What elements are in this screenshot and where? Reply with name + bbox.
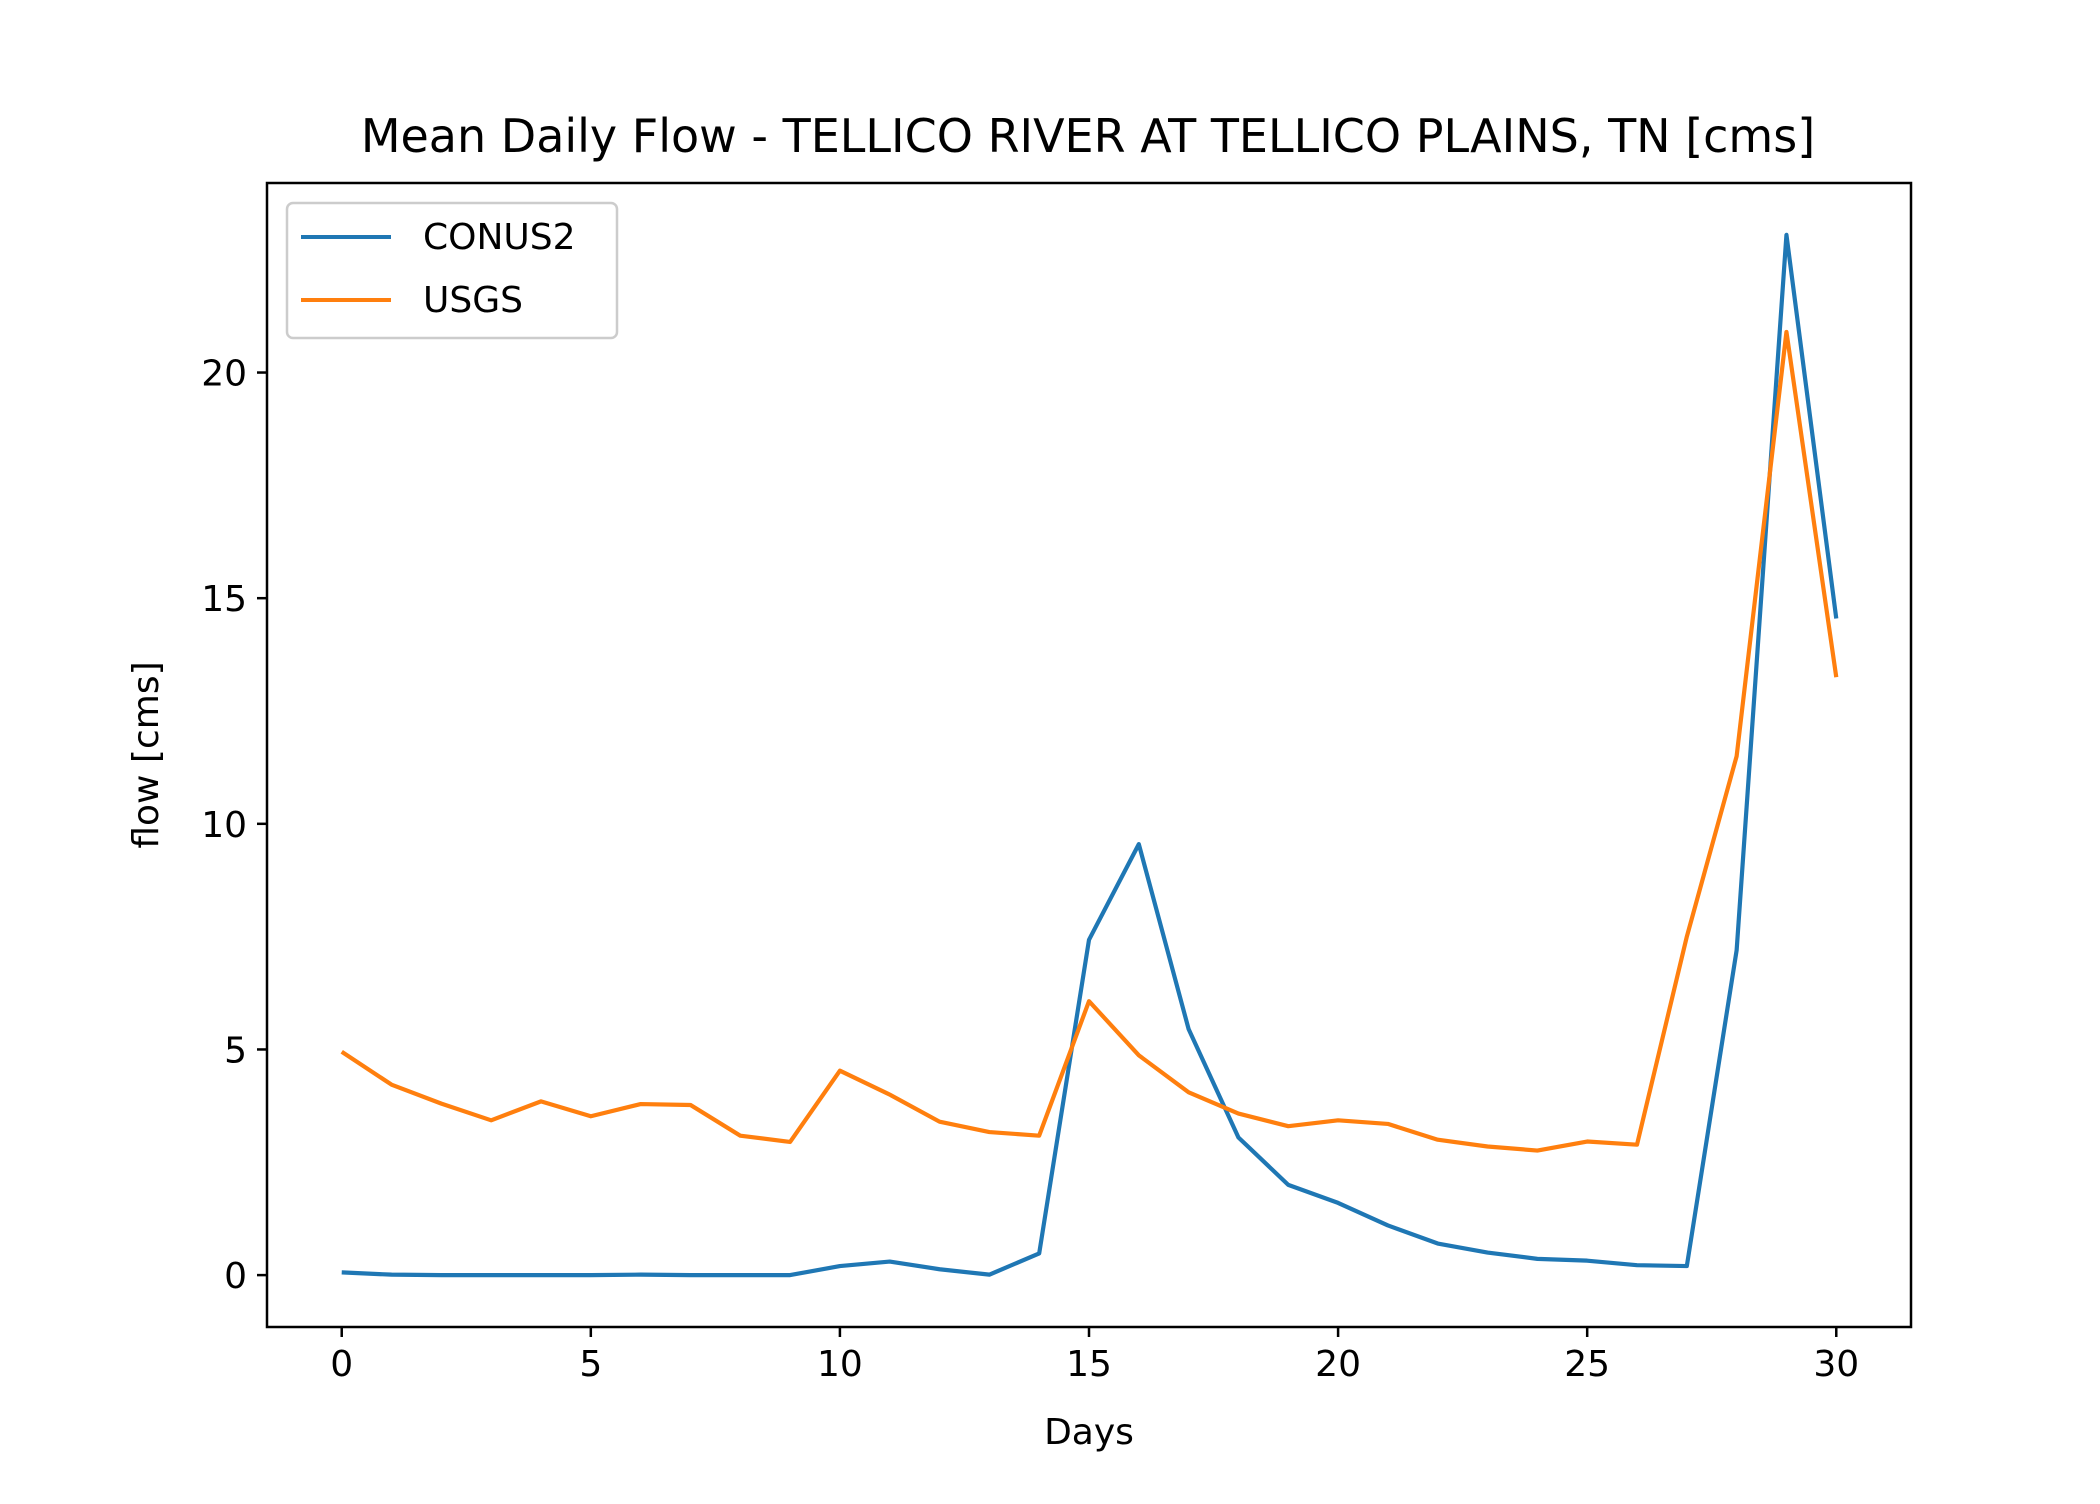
- data-point-conus2: [391, 1274, 392, 1275]
- data-point-conus2: [640, 1274, 641, 1275]
- data-point-usgs: [989, 1132, 990, 1133]
- data-point-usgs: [541, 1101, 542, 1102]
- data-point-usgs: [1587, 1141, 1588, 1142]
- data-point-conus2: [1736, 950, 1737, 951]
- y-axis: 0 5 10 15 20: [201, 354, 267, 1297]
- data-point-conus2: [1238, 1137, 1239, 1138]
- data-point-usgs: [889, 1094, 890, 1095]
- data-point-usgs: [839, 1070, 840, 1071]
- data-point-usgs: [690, 1104, 691, 1105]
- data-point-usgs: [1736, 756, 1737, 757]
- data-point-usgs: [1637, 1144, 1638, 1145]
- y-tick-label: 10: [201, 805, 247, 846]
- data-point-usgs: [1288, 1126, 1289, 1127]
- legend: CONUS2 USGS: [285, 201, 619, 340]
- data-point-conus2: [790, 1275, 791, 1276]
- data-point-usgs: [1836, 677, 1837, 678]
- x-tick-label: 30: [1813, 1344, 1859, 1385]
- data-point-conus2: [341, 1272, 342, 1273]
- data-point-conus2: [590, 1275, 591, 1276]
- data-point-conus2: [1786, 234, 1787, 235]
- data-point-usgs: [1387, 1123, 1388, 1124]
- data-point-conus2: [1437, 1243, 1438, 1244]
- data-point-conus2: [1587, 1260, 1588, 1261]
- series-line-conus2: [341, 232, 1839, 1278]
- data-point-conus2: [1039, 1253, 1040, 1254]
- data-point-usgs: [391, 1084, 392, 1085]
- data-point-usgs: [1089, 1001, 1090, 1002]
- y-axis-label: flow [cms]: [126, 661, 167, 848]
- data-point-conus2: [1686, 1266, 1687, 1267]
- data-point-usgs: [1537, 1150, 1538, 1151]
- data-point-conus2: [1387, 1225, 1388, 1226]
- data-point-usgs: [790, 1141, 791, 1142]
- data-point-conus2: [441, 1275, 442, 1276]
- data-point-conus2: [939, 1269, 940, 1270]
- data-point-conus2: [889, 1261, 890, 1262]
- data-point-conus2: [1537, 1258, 1538, 1259]
- data-point-conus2: [491, 1275, 492, 1276]
- data-point-usgs: [740, 1135, 741, 1136]
- series-line-usgs: [340, 329, 1839, 1153]
- data-point-usgs: [590, 1116, 591, 1117]
- data-point-conus2: [690, 1275, 691, 1276]
- x-tick-label: 15: [1066, 1344, 1112, 1385]
- data-point-conus2: [989, 1274, 990, 1275]
- data-point-conus2: [1637, 1265, 1638, 1266]
- data-point-conus2: [1288, 1184, 1289, 1185]
- data-point-conus2: [839, 1266, 840, 1267]
- data-point-usgs: [640, 1104, 641, 1105]
- data-point-usgs: [939, 1121, 940, 1122]
- y-tick-label: 5: [224, 1030, 247, 1071]
- x-tick-label: 25: [1564, 1344, 1610, 1385]
- legend-label-conus2: CONUS2: [423, 217, 576, 258]
- x-axis: 0 5 10 15 20 25 30: [330, 1327, 1859, 1385]
- data-point-usgs: [1039, 1135, 1040, 1136]
- data-point-usgs: [1786, 331, 1787, 332]
- x-tick-label: 10: [817, 1344, 863, 1385]
- data-point-usgs: [491, 1120, 492, 1121]
- data-point-conus2: [541, 1275, 542, 1276]
- x-axis-label: Days: [1044, 1412, 1134, 1453]
- data-point-usgs: [1238, 1113, 1239, 1114]
- x-tick-label: 20: [1315, 1344, 1361, 1385]
- y-tick-label: 20: [201, 354, 247, 395]
- x-tick-label: 5: [579, 1344, 602, 1385]
- chart-title: Mean Daily Flow - TELLICO RIVER AT TELLI…: [361, 109, 1815, 163]
- data-point-usgs: [441, 1103, 442, 1104]
- data-point-conus2: [740, 1275, 741, 1276]
- x-tick-label: 0: [330, 1344, 353, 1385]
- y-tick-label: 0: [224, 1256, 247, 1297]
- data-point-usgs: [341, 1051, 342, 1052]
- data-point-usgs: [1487, 1146, 1488, 1147]
- data-point-usgs: [1686, 936, 1687, 937]
- series-group: [340, 232, 1839, 1278]
- data-point-usgs: [1138, 1055, 1139, 1056]
- y-tick-label: 15: [201, 579, 247, 620]
- data-point-conus2: [1089, 939, 1090, 940]
- data-point-usgs: [1338, 1120, 1339, 1121]
- data-point-conus2: [1338, 1202, 1339, 1203]
- data-point-usgs: [1437, 1139, 1438, 1140]
- data-point-conus2: [1836, 618, 1837, 619]
- data-point-conus2: [1138, 844, 1139, 845]
- data-point-usgs: [1188, 1092, 1189, 1093]
- legend-label-usgs: USGS: [423, 280, 523, 321]
- data-point-conus2: [1487, 1252, 1488, 1253]
- data-point-conus2: [1188, 1029, 1189, 1030]
